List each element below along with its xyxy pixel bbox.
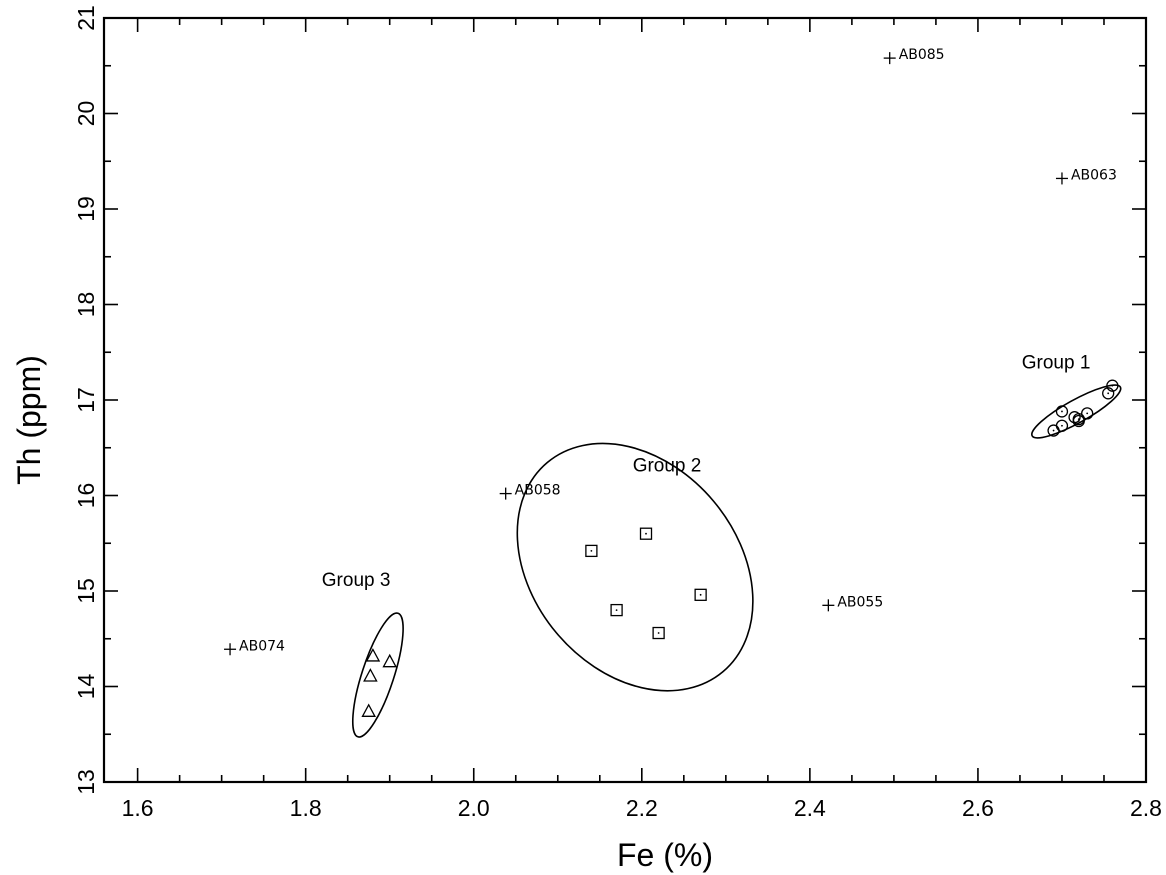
square-marker <box>694 588 707 601</box>
circle-marker <box>1055 405 1069 418</box>
circle-marker-dot <box>1077 420 1080 422</box>
circle-marker-dot <box>1077 418 1080 420</box>
square-marker <box>639 527 653 540</box>
y-tick-label: 17 <box>73 387 99 413</box>
sample-label: AB085 <box>899 47 945 63</box>
circle-marker-dot <box>1086 412 1089 415</box>
y-tick-label: 21 <box>73 5 99 31</box>
x-tick-label: 2.2 <box>626 795 658 821</box>
y-tick-label: 14 <box>73 674 99 700</box>
square-marker <box>610 603 623 617</box>
triangle-marker <box>382 653 397 668</box>
circle-marker <box>1102 387 1115 400</box>
circle-marker-dot <box>1111 384 1114 387</box>
cluster-ellipses <box>351 384 1122 738</box>
axes: 1.6 1.8 2.0 2.2 2.4 2.6 2.8 13 14 15 16 17 18 19 20 21 <box>73 5 1162 821</box>
x-tick-label: 2.0 <box>458 795 490 821</box>
square-marker <box>585 544 598 558</box>
circle-marker <box>1055 419 1069 432</box>
sample-label: AB074 <box>239 638 285 654</box>
x-axis-label: Fe (%) <box>617 837 713 873</box>
triangle-marker <box>363 668 378 682</box>
group-ellipse <box>1031 384 1122 439</box>
circle-marker-dot <box>1107 392 1110 395</box>
x-tick-label: 1.6 <box>122 795 154 821</box>
y-tick-label: 16 <box>73 483 99 509</box>
square-marker-dot <box>657 632 660 634</box>
y-axis-label: Th (ppm) <box>11 355 47 485</box>
circle-marker-dot <box>1061 410 1063 413</box>
circle-marker <box>1106 379 1119 392</box>
group-ellipse <box>516 442 754 692</box>
y-tick-label: 18 <box>73 292 99 318</box>
square-marker-dot <box>645 532 647 535</box>
y-tick-label: 20 <box>73 101 99 127</box>
triangle-marker <box>361 703 376 717</box>
circle-marker-dot <box>1052 429 1055 432</box>
square-marker-dot <box>699 593 702 596</box>
x-tick-label: 2.4 <box>794 795 826 821</box>
group-label: Group 1 <box>1022 352 1091 373</box>
y-tick-label: 13 <box>73 769 99 795</box>
y-tick-label: 19 <box>73 196 99 222</box>
sample-label: AB055 <box>837 594 883 610</box>
x-tick-label: 2.8 <box>1130 795 1162 821</box>
plot-frame <box>102 16 1148 784</box>
group-label: Group 2 <box>633 456 702 477</box>
point-labels: AB085 AB063 AB058 AB055 AB074 Group 1 Group 2 G… <box>239 47 1117 654</box>
x-tick-label: 2.6 <box>962 795 994 821</box>
square-marker-dot <box>615 609 618 611</box>
y-tick-label: 15 <box>73 578 99 604</box>
group-label: Group 3 <box>322 570 391 591</box>
square-marker-dot <box>590 549 593 552</box>
circle-marker-dot <box>1061 424 1063 427</box>
x-tick-label: 1.8 <box>290 795 322 821</box>
sample-label: AB058 <box>515 483 561 499</box>
triangle-marker <box>365 648 381 662</box>
data-points <box>224 52 1119 717</box>
circle-marker <box>1081 407 1094 420</box>
sample-label: AB063 <box>1071 167 1117 183</box>
group-ellipse <box>351 612 404 738</box>
square-marker <box>652 626 665 640</box>
circle-marker <box>1072 412 1085 426</box>
